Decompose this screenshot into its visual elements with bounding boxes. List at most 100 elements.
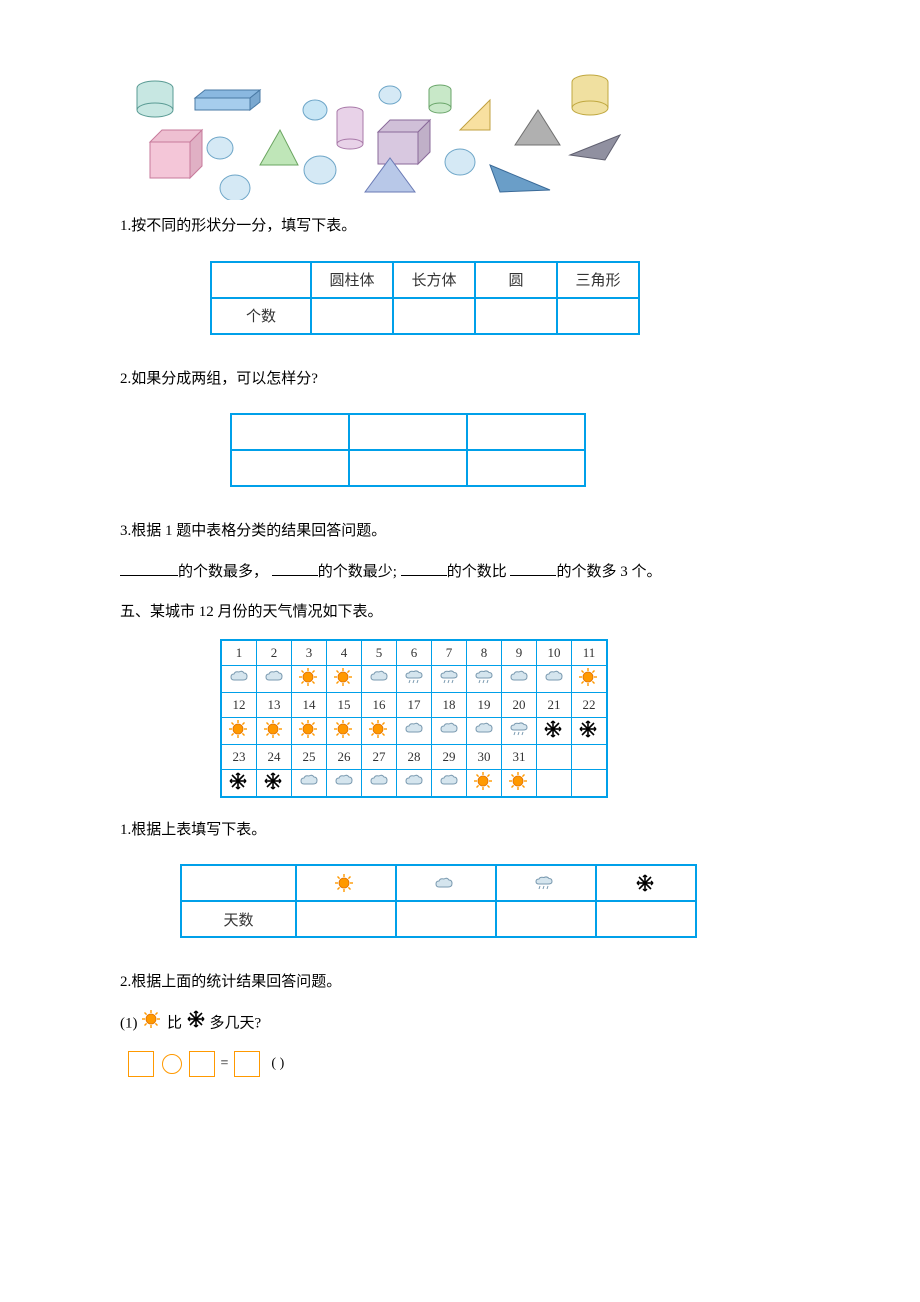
- shape-circle: [303, 100, 327, 120]
- cloud-icon: [397, 717, 432, 744]
- rain-icon: [467, 665, 502, 692]
- header-cylinder: 圆柱体: [311, 262, 393, 298]
- calendar-day: 4: [327, 640, 362, 666]
- snow-icon: [537, 717, 572, 744]
- calendar-day: 28: [397, 744, 432, 769]
- calendar-day: 9: [502, 640, 537, 666]
- sun-icon: [572, 665, 608, 692]
- section-5-title: 五、某城市 12 月份的天气情况如下表。: [120, 598, 800, 627]
- blank-b[interactable]: [510, 561, 556, 576]
- snow-icon: [186, 1009, 206, 1040]
- calendar-day: [572, 744, 608, 769]
- rain-icon: [397, 665, 432, 692]
- cloud-icon: [292, 769, 327, 797]
- calendar-day: 30: [467, 744, 502, 769]
- calendar-day: 15: [327, 692, 362, 717]
- header-circle: 圆: [475, 262, 557, 298]
- calendar-day: 10: [537, 640, 572, 666]
- shape-cube: [150, 130, 202, 178]
- row-label-count: 个数: [211, 298, 311, 334]
- cell-sun-days[interactable]: [296, 901, 396, 937]
- empty-cell: [537, 769, 572, 797]
- cloud-icon: [362, 665, 397, 692]
- rain-icon: [502, 717, 537, 744]
- cell-cylinder-count[interactable]: [311, 298, 393, 334]
- shape-triangle: [490, 165, 550, 192]
- cloud-icon: [502, 665, 537, 692]
- sun-icon: [221, 717, 257, 744]
- sun-icon: [467, 769, 502, 797]
- header-snow-icon: [596, 865, 696, 901]
- calendar-day: 16: [362, 692, 397, 717]
- snow-icon: [221, 769, 257, 797]
- cloud-icon: [327, 769, 362, 797]
- cell-circle-count[interactable]: [475, 298, 557, 334]
- cell-snow-days[interactable]: [596, 901, 696, 937]
- shapes-illustration: [120, 70, 630, 200]
- operand-1-box[interactable]: [128, 1051, 154, 1077]
- shape-triangle: [260, 130, 298, 165]
- calendar-day: 11: [572, 640, 608, 666]
- calendar-day: 21: [537, 692, 572, 717]
- header-blank: [181, 865, 296, 901]
- calendar-day: 17: [397, 692, 432, 717]
- sun-icon: [362, 717, 397, 744]
- question-1-text: 1.按不同的形状分一分，填写下表。: [120, 212, 800, 241]
- shape-cylinder: [429, 85, 451, 113]
- cell-cloud-days[interactable]: [396, 901, 496, 937]
- calendar-day: 29: [432, 744, 467, 769]
- cell-triangle-count[interactable]: [557, 298, 639, 334]
- shape-triangle: [460, 100, 490, 130]
- calendar-day: 18: [432, 692, 467, 717]
- calendar-day: 22: [572, 692, 608, 717]
- header-rain-icon: [496, 865, 596, 901]
- question-3-text: 3.根据 1 题中表格分类的结果回答问题。: [120, 517, 800, 546]
- calendar-day: 5: [362, 640, 397, 666]
- snow-icon: [572, 717, 608, 744]
- calendar-day: 23: [221, 744, 257, 769]
- shape-cylinder: [137, 81, 173, 117]
- cloud-icon: [467, 717, 502, 744]
- calendar-day: 8: [467, 640, 502, 666]
- calendar-day: 3: [292, 640, 327, 666]
- shape-triangle: [515, 110, 560, 145]
- cell-rain-days[interactable]: [496, 901, 596, 937]
- calendar-day: 25: [292, 744, 327, 769]
- operator-circle[interactable]: [162, 1054, 182, 1074]
- unit-paren: ( ): [271, 1056, 284, 1071]
- calendar-day: 1: [221, 640, 257, 666]
- calendar-day: 24: [257, 744, 292, 769]
- cloud-icon: [221, 665, 257, 692]
- blank-least[interactable]: [272, 561, 318, 576]
- calendar-day: 14: [292, 692, 327, 717]
- sun-icon: [327, 717, 362, 744]
- sun-icon: [502, 769, 537, 797]
- blank-most[interactable]: [120, 561, 178, 576]
- shape-circle: [304, 156, 336, 184]
- operand-2-box[interactable]: [189, 1051, 215, 1077]
- question-5-1-text: 1.根据上表填写下表。: [120, 816, 800, 845]
- header-sun-icon: [296, 865, 396, 901]
- calendar-day: 26: [327, 744, 362, 769]
- result-box[interactable]: [234, 1051, 260, 1077]
- header-blank: [211, 262, 311, 298]
- shape-triangle: [570, 135, 620, 160]
- cloud-icon: [432, 717, 467, 744]
- calendar-day: 6: [397, 640, 432, 666]
- cloud-icon: [362, 769, 397, 797]
- calendar-day: 19: [467, 692, 502, 717]
- cloud-icon: [397, 769, 432, 797]
- calendar-day: 31: [502, 744, 537, 769]
- cloud-icon: [537, 665, 572, 692]
- sun-icon: [292, 665, 327, 692]
- empty-cell: [572, 769, 608, 797]
- blank-a[interactable]: [401, 561, 447, 576]
- shape-circle: [207, 137, 233, 159]
- shape-circle: [445, 149, 475, 175]
- question-3-fill: 的个数最多， 的个数最少; 的个数比 的个数多 3 个。: [120, 558, 800, 587]
- shape-cuboid: [195, 90, 260, 110]
- cloud-icon: [432, 769, 467, 797]
- shape-cylinder: [572, 75, 608, 115]
- equation-row: = ( ): [126, 1051, 800, 1077]
- cell-cuboid-count[interactable]: [393, 298, 475, 334]
